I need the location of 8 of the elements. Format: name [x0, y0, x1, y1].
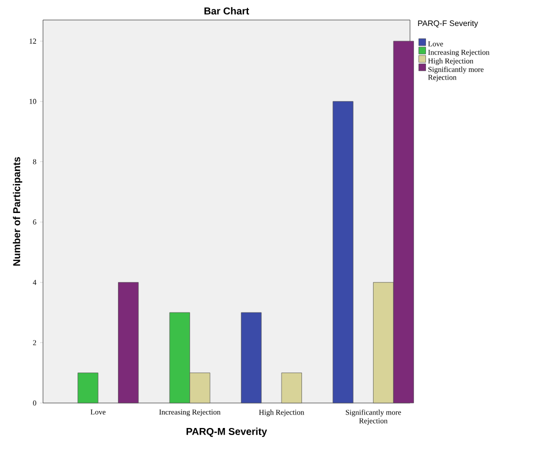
bar — [240, 312, 262, 404]
bar — [118, 282, 139, 404]
x-axis-title: PARQ-M Severity — [186, 428, 268, 437]
bar — [281, 372, 302, 404]
chart-title: Bar Chart — [204, 7, 250, 14]
bar — [332, 101, 354, 404]
y-axis-title: Number of Participants — [12, 157, 22, 266]
bar — [78, 372, 98, 404]
